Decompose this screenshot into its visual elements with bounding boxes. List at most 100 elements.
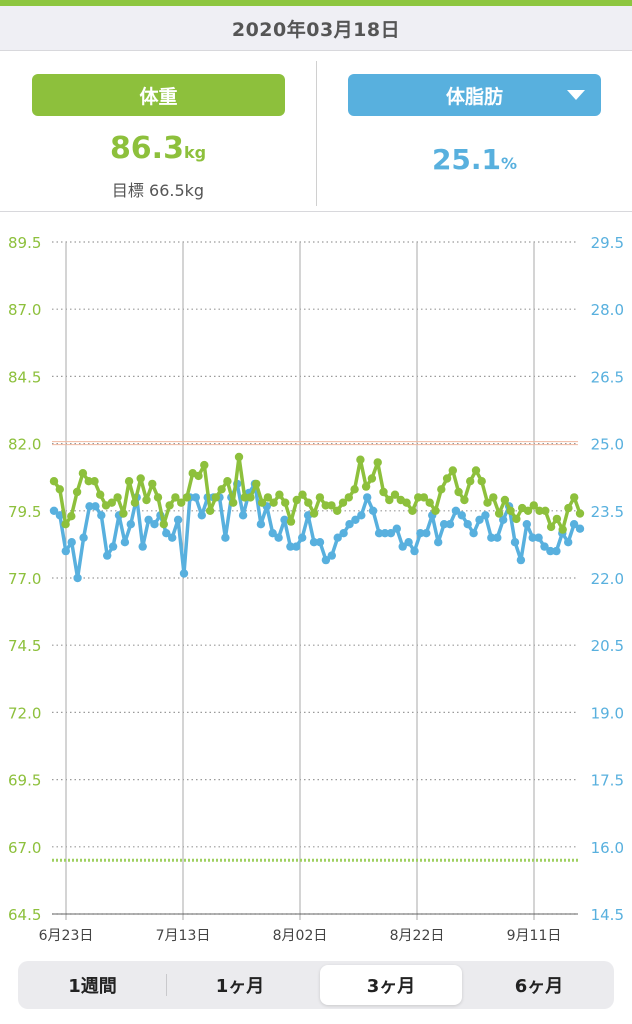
- weight-series-point: [257, 498, 267, 507]
- weight-series-point: [390, 490, 400, 499]
- weight-series-point: [72, 487, 82, 497]
- weight-series-point: [234, 452, 244, 462]
- weight-series-point: [344, 493, 353, 502]
- weight-metric-button[interactable]: 体重: [32, 74, 285, 116]
- weight-series-point: [361, 482, 371, 491]
- weight-series-point: [494, 509, 504, 518]
- body-fat-series-point: [569, 520, 579, 529]
- left-axis-tick: 84.5: [8, 368, 41, 386]
- weight-series-point: [130, 498, 140, 507]
- weight-series-point: [263, 493, 273, 502]
- right-axis-tick: 19.0: [591, 704, 624, 722]
- body-fat-series-point: [315, 538, 325, 547]
- weight-series-point: [84, 477, 93, 486]
- body-fat-series-point: [150, 520, 159, 529]
- body-fat-series-point: [451, 506, 461, 515]
- x-axis-date-label: 8月02日: [273, 928, 328, 944]
- x-axis-date-label: 9月11日: [507, 928, 562, 944]
- body-fat-series-point: [392, 524, 401, 533]
- weight-series-point: [304, 498, 313, 507]
- range-tab-6months[interactable]: 6ヶ月: [468, 965, 610, 1005]
- weight-series-point: [292, 495, 301, 505]
- weight-metric-label: 体重: [139, 85, 178, 108]
- weight-series-point: [298, 490, 307, 499]
- body-fat-series-point: [516, 555, 526, 565]
- weight-series-point: [205, 506, 215, 515]
- body-fat-metric-dropdown[interactable]: 体脂肪: [348, 74, 601, 116]
- weight-series-point: [165, 501, 174, 510]
- weight-series-point: [315, 493, 325, 502]
- range-selector: 1週間 1ヶ月 3ヶ月 6ヶ月: [18, 961, 614, 1009]
- body-fat-series-point: [173, 515, 183, 524]
- body-fat-series-point: [197, 511, 206, 520]
- body-fat-series-point: [321, 555, 331, 565]
- body-fat-series-point: [410, 546, 419, 556]
- body-fat-series-point: [339, 529, 348, 538]
- body-fat-series-point: [481, 511, 490, 520]
- weight-series-point: [177, 498, 186, 507]
- weight-series-point: [500, 495, 510, 505]
- body-fat-series-point: [309, 538, 319, 547]
- weight-series-point: [223, 477, 232, 486]
- range-tab-1week[interactable]: 1週間: [22, 965, 163, 1005]
- right-axis-tick: 16.0: [591, 839, 624, 857]
- body-fat-series-point: [108, 542, 118, 551]
- body-fat-series-point: [73, 573, 82, 583]
- right-axis-tick: 29.5: [591, 234, 624, 252]
- range-separator: [166, 974, 167, 996]
- weight-series-point: [124, 477, 134, 486]
- date-header: 2020年03月18日: [0, 6, 632, 51]
- weight-series-point: [61, 520, 70, 529]
- weight-series-point: [535, 506, 544, 515]
- body-fat-series-point: [79, 533, 88, 542]
- weight-series-point: [373, 458, 382, 467]
- weight-series-point: [529, 501, 538, 510]
- body-fat-series-point: [357, 511, 366, 520]
- weight-series-point: [78, 469, 88, 478]
- weight-series-point: [286, 517, 296, 526]
- trend-chart[interactable]: 89.5 29.5 87.0 28.0 84.5 26.5 82.0 25.0 79.5 23.5…: [0, 212, 632, 950]
- weight-series-point: [119, 509, 128, 518]
- body-fat-series-point: [575, 524, 585, 533]
- body-fat-series-point: [327, 551, 336, 560]
- right-axis-tick: 23.5: [591, 503, 624, 521]
- weight-series-point: [552, 514, 562, 524]
- body-fat-series-point: [268, 529, 277, 538]
- body-fat-series-point: [120, 538, 130, 547]
- body-fat-series-point: [162, 529, 171, 538]
- body-fat-series-point: [333, 533, 342, 542]
- body-fat-unit: %: [501, 154, 518, 173]
- weight-series-point: [107, 498, 117, 507]
- body-fat-series-point: [168, 533, 177, 542]
- body-fat-series-point: [457, 511, 466, 520]
- range-tab-label: 1週間: [68, 976, 117, 997]
- weight-series-point: [67, 512, 76, 521]
- weight-value: 86.3: [109, 131, 184, 166]
- summary-divider: [316, 61, 317, 206]
- top-accent-bar: [0, 0, 632, 6]
- left-axis-tick: 69.5: [8, 772, 41, 790]
- body-fat-series-point: [97, 511, 106, 520]
- current-date: 2020年03月18日: [231, 18, 401, 41]
- weight-series-point: [546, 522, 556, 532]
- body-fat-series-point: [363, 493, 372, 502]
- body-fat-series-point: [528, 533, 537, 542]
- body-fat-series-point: [345, 520, 354, 529]
- body-fat-series-point: [61, 546, 70, 556]
- weight-series-point: [385, 495, 394, 505]
- body-fat-series-point: [439, 520, 449, 529]
- body-fat-series-point: [221, 533, 230, 542]
- weight-series-point: [153, 493, 163, 502]
- body-fat-metric-label: 体脂肪: [445, 85, 503, 108]
- body-fat-series-point: [91, 502, 100, 511]
- range-tab-1month[interactable]: 1ヶ月: [169, 965, 311, 1005]
- weight-series-point: [321, 501, 330, 510]
- left-axis-tick: 89.5: [8, 234, 41, 252]
- body-fat-series-point: [380, 529, 390, 538]
- weight-series-point: [442, 474, 452, 483]
- body-fat-series-point: [280, 515, 289, 524]
- range-tab-3months[interactable]: 3ヶ月: [320, 965, 462, 1005]
- weight-series-point: [564, 503, 573, 513]
- weight-series-point: [425, 498, 434, 507]
- weight-series-point: [281, 498, 290, 507]
